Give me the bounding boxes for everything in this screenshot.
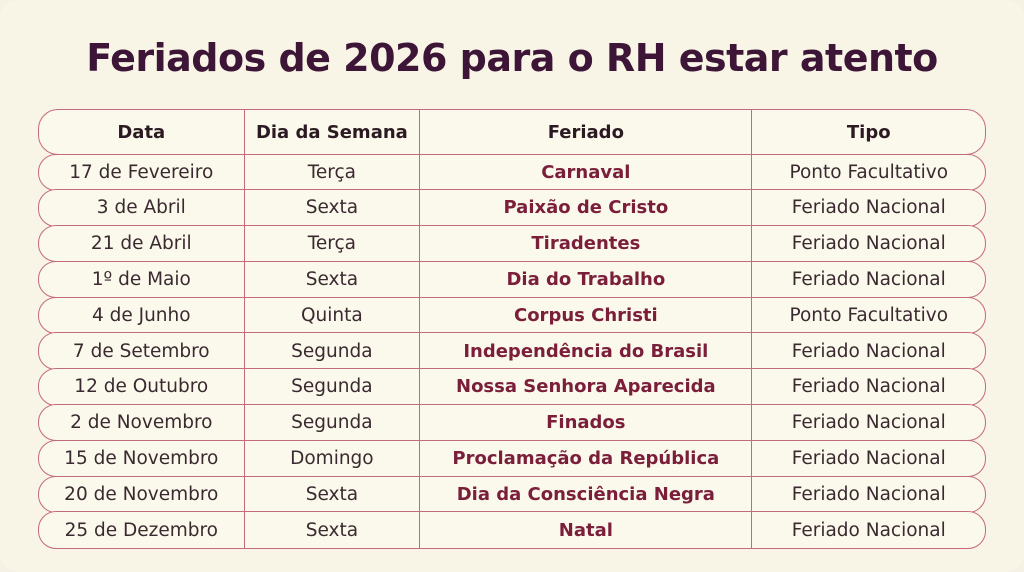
weekday-cell: Sexta xyxy=(243,476,420,512)
type-cell: Feriado Nacional xyxy=(751,190,985,226)
table-row: 2 de Novembro Segunda Finados Feriado Na… xyxy=(38,404,986,442)
type-cell: Feriado Nacional xyxy=(751,440,985,477)
date-cell: 15 de Novembro xyxy=(64,448,219,470)
date-cell: 21 de Abril xyxy=(90,233,192,255)
table-row: 4 de Junho Quinta Corpus Christi Ponto F… xyxy=(38,296,986,334)
type-cell: Ponto Facultativo xyxy=(751,154,985,190)
table-row: 20 de Novembro Sexta Dia da Consciência … xyxy=(38,475,986,513)
date-cell: 17 de Fevereiro xyxy=(69,161,214,183)
type-cell: Feriado Nacional xyxy=(751,226,985,262)
table-row: 12 de Outubro Segunda Nossa Senhora Apar… xyxy=(38,368,986,406)
holiday-name-cell: Dia do Trabalho xyxy=(419,261,751,298)
table-header-row: Data Dia da Semana Feriado Tipo xyxy=(38,109,986,155)
weekday-cell: Segunda xyxy=(243,369,420,405)
holiday-name-cell: Carnaval xyxy=(419,154,751,190)
holiday-name-cell: Natal xyxy=(419,512,751,548)
weekday-cell: Terça xyxy=(243,226,420,262)
type-cell: Feriado Nacional xyxy=(751,512,985,548)
holiday-name-cell: Nossa Senhora Aparecida xyxy=(419,369,751,405)
date-cell: 20 de Novembro xyxy=(64,483,219,505)
weekday-cell: Sexta xyxy=(243,190,420,226)
date-cell: 4 de Junho xyxy=(91,304,191,326)
holiday-name-cell: Dia da Consciência Negra xyxy=(419,476,751,512)
header-date: Data xyxy=(117,121,166,143)
date-cell: 12 de Outubro xyxy=(74,376,209,398)
table-row: 25 de Dezembro Sexta Natal Feriado Nacio… xyxy=(38,511,986,549)
holiday-name-cell: Independência do Brasil xyxy=(419,333,751,369)
type-cell: Feriado Nacional xyxy=(751,476,985,512)
header-holiday: Feriado xyxy=(419,110,751,154)
type-cell: Feriado Nacional xyxy=(751,261,985,298)
header-type: Tipo xyxy=(751,110,985,154)
holiday-name-cell: Tiradentes xyxy=(419,226,751,262)
weekday-cell: Segunda xyxy=(243,405,420,441)
type-cell: Ponto Facultativo xyxy=(751,297,985,333)
table-row: 7 de Setembro Segunda Independência do B… xyxy=(38,332,986,370)
type-cell: Feriado Nacional xyxy=(751,405,985,441)
table-row: 17 de Fevereiro Terça Carnaval Ponto Fac… xyxy=(38,153,986,191)
type-cell: Feriado Nacional xyxy=(751,369,985,405)
table-row: 21 de Abril Terça Tiradentes Feriado Nac… xyxy=(38,225,986,263)
date-cell: 25 de Dezembro xyxy=(64,519,218,541)
date-cell: 2 de Novembro xyxy=(70,412,213,434)
date-cell: 1º de Maio xyxy=(91,269,191,291)
holiday-name-cell: Paixão de Cristo xyxy=(419,190,751,226)
weekday-cell: Sexta xyxy=(243,512,420,548)
holiday-name-cell: Corpus Christi xyxy=(419,297,751,333)
weekday-cell: Sexta xyxy=(243,261,420,298)
holidays-table: Data Dia da Semana Feriado Tipo 17 de Fe… xyxy=(38,109,986,549)
table-row: 1º de Maio Sexta Dia do Trabalho Feriado… xyxy=(38,260,986,299)
weekday-cell: Domingo xyxy=(243,440,420,477)
date-cell: 7 de Setembro xyxy=(72,340,210,362)
holiday-name-cell: Finados xyxy=(419,405,751,441)
weekday-cell: Quinta xyxy=(243,297,420,333)
weekday-cell: Terça xyxy=(243,154,420,190)
weekday-cell: Segunda xyxy=(243,333,420,369)
date-cell: 3 de Abril xyxy=(96,197,186,219)
holiday-name-cell: Proclamação da República xyxy=(419,440,751,477)
table-row: 15 de Novembro Domingo Proclamação da Re… xyxy=(38,439,986,478)
type-cell: Feriado Nacional xyxy=(751,333,985,369)
table-row: 3 de Abril Sexta Paixão de Cristo Feriad… xyxy=(38,189,986,227)
header-weekday: Dia da Semana xyxy=(243,110,420,154)
page-title: Feriados de 2026 para o RH estar atento xyxy=(86,36,938,80)
